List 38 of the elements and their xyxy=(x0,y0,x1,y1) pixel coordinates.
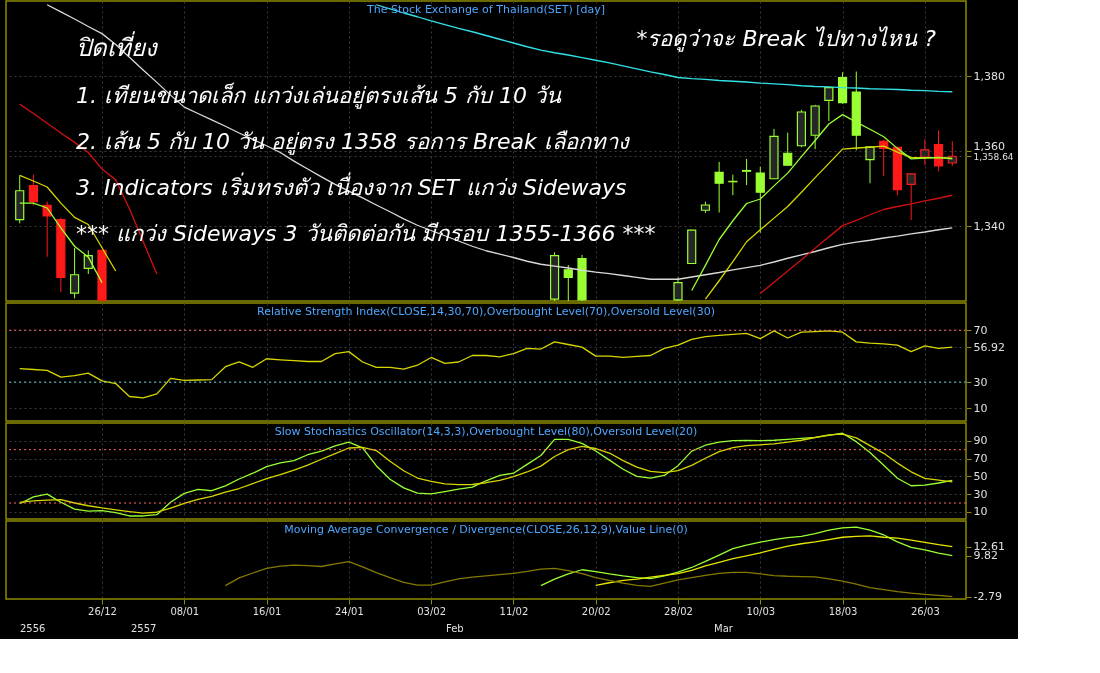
y-tick-label: 9.82 xyxy=(973,549,998,563)
x-tick-label: 03/02 xyxy=(417,605,447,617)
y-tick-label: 1,360 xyxy=(973,139,1005,153)
chart-title: The Stock Exchange of Thailand(SET) [day] xyxy=(365,3,606,16)
text: 2557 xyxy=(131,623,157,634)
annotation: *รอดูว่าจะ Break ไปทางไหน ? xyxy=(636,26,937,52)
y-tick-label: 90 xyxy=(973,434,988,448)
y-tick-label: 1,340 xyxy=(973,219,1005,233)
x-tick-label: 20/02 xyxy=(581,605,611,617)
line-series xyxy=(595,535,953,586)
y-tick-label: 10 xyxy=(973,401,988,415)
y-tick-label: 30 xyxy=(973,375,988,389)
y-tick-label: 1,358.64 xyxy=(973,151,1014,162)
chart-title: Moving Average Convergence / Divergence(CLOSE,26,12,9),Value Line(0) xyxy=(284,523,688,536)
text: Mar xyxy=(714,623,734,634)
x-tick-label: 10/03 xyxy=(746,605,776,617)
y-tick-label: 1,380 xyxy=(973,69,1005,83)
chart-title: Slow Stochastics Oscillator(14,3,3),Overbought Level(80),Oversold Level(20) xyxy=(274,425,698,438)
y-tick-label: 70 xyxy=(973,452,988,466)
x-tick-label: 08/01 xyxy=(170,605,200,617)
x-tick-label: 11/02 xyxy=(499,605,529,617)
y-tick-label: 30 xyxy=(973,487,988,501)
y-tick-label: 70 xyxy=(973,323,988,337)
y-tick-label: -2.79 xyxy=(973,590,1002,604)
y-tick-label: 56.92 xyxy=(973,340,1005,354)
y-tick-label: 10 xyxy=(973,505,988,519)
x-tick-label: 16/01 xyxy=(252,605,282,617)
x-tick-label: 28/02 xyxy=(664,605,693,617)
x-tick-label: 26/12 xyxy=(88,605,117,617)
x-tick-label: 26/03 xyxy=(910,605,940,617)
x-tick-label: 24/01 xyxy=(334,605,364,617)
y-tick-label: 50 xyxy=(973,469,988,483)
line-series xyxy=(224,560,953,598)
line-series xyxy=(19,330,953,399)
text: 2556 xyxy=(20,623,46,634)
chart-title: Relative Strength Index(CLOSE,14,30,70),Overbought Level(70),Oversold Level(30) xyxy=(257,305,715,318)
text: Feb xyxy=(446,623,464,634)
x-tick-label: 18/03 xyxy=(828,605,858,617)
